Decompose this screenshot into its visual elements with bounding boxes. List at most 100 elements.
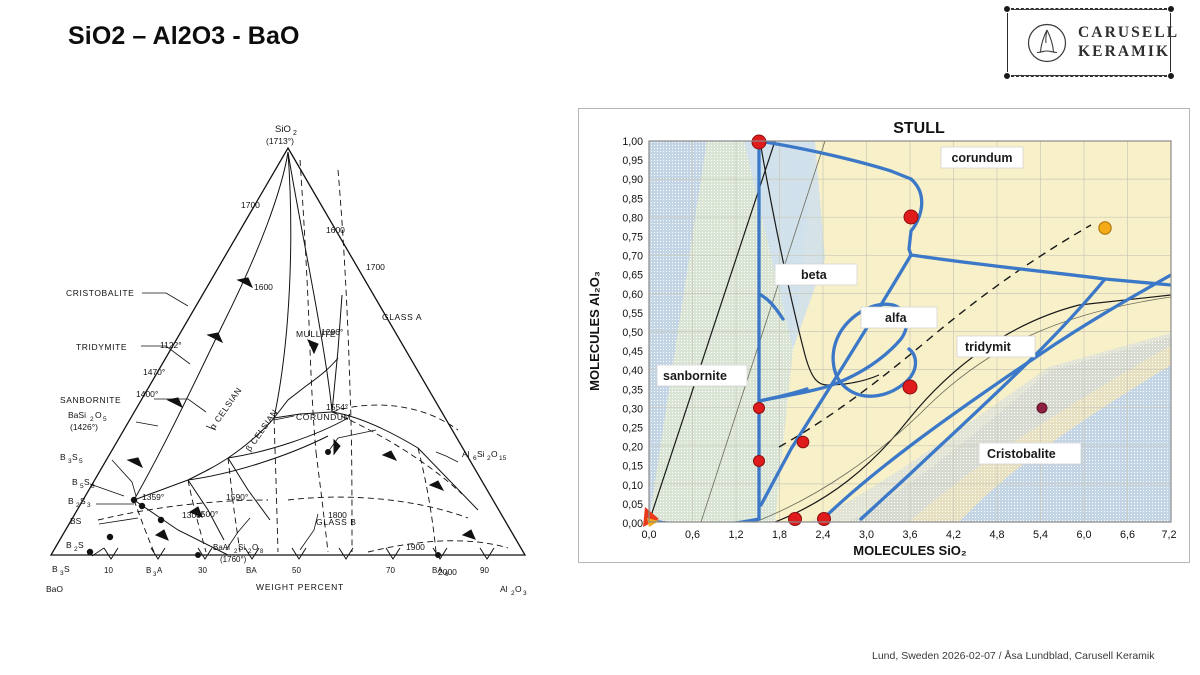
ternary-tick-b3a-a: A xyxy=(157,566,163,575)
ternary-diagram-svg: SiO 2 (1713°) 1700 1600 1700 1600 1296° … xyxy=(46,124,527,597)
region-label-beta-text: beta xyxy=(801,268,828,282)
y-tick-0-00: 0,00 xyxy=(622,518,643,530)
y-tick-0-40: 0,40 xyxy=(622,365,643,377)
ternary-compound-b5s8-a: 5 xyxy=(80,483,84,490)
y-tick-0-35: 0,35 xyxy=(622,384,643,396)
point-p1[interactable] xyxy=(751,134,767,150)
ternary-compound-b5s8: B xyxy=(72,477,78,487)
ternary-field-tridymite: TRIDYMITE xyxy=(76,342,127,352)
y-tick-0-15: 0,15 xyxy=(622,461,643,473)
point-p10[interactable] xyxy=(817,512,831,526)
ternary-corner-al2o3: Al xyxy=(500,584,508,594)
kiln-flame-circle-icon xyxy=(1027,23,1067,62)
ternary-temp-1600b: 1600 xyxy=(254,282,273,292)
point-p11-origin-marker[interactable] xyxy=(643,507,659,527)
region-label-alfa: alfa xyxy=(860,306,938,329)
ternary-compound-b2s3: B xyxy=(68,496,74,506)
point-p6[interactable] xyxy=(753,402,765,414)
ternary-compound-al6si2o13-e: 15 xyxy=(499,455,507,462)
ternary-compound-b3s5: B xyxy=(60,452,66,462)
ternary-compound-b2s: B xyxy=(66,540,72,550)
region-label-sanbornite-text: sanbornite xyxy=(663,369,727,383)
ternary-compound-baal2si2o8-d: O xyxy=(252,543,258,552)
ternary-compound-al6si2o13: Al xyxy=(462,449,470,459)
x-tick-5-4: 5,4 xyxy=(1033,529,1048,541)
ternary-field-cristobalite: CRISTOBALITE xyxy=(66,288,134,298)
region-label-tridymit: tridymit xyxy=(956,335,1036,358)
ternary-phase-diagram[interactable]: SiO 2 (1713°) 1700 1600 1700 1600 1296° … xyxy=(38,100,558,600)
ternary-compound-b3s-b: S xyxy=(64,564,70,574)
x-tick-0-6: 0,6 xyxy=(685,529,700,541)
logo-carusell-keramik[interactable]: CARUSELL KERAMIK xyxy=(1003,5,1177,80)
ternary-field-glass-a: GLASS A xyxy=(382,312,422,322)
y-tick-0-60: 0,60 xyxy=(622,289,643,301)
ternary-apex-temp: (1713°) xyxy=(266,136,294,146)
ternary-compound-baal2si2o8-c: 2 xyxy=(248,549,252,555)
region-label-corundum: corundum xyxy=(940,146,1024,169)
ternary-field-corundum: CORUNDUM xyxy=(296,412,351,422)
ternary-compound-b2s3-a: 2 xyxy=(76,502,80,509)
y-tick-0-05: 0,05 xyxy=(622,499,643,511)
ternary-compound-al6si2o13-c: 2 xyxy=(487,455,491,462)
point-p8[interactable] xyxy=(753,455,765,467)
region-label-alfa-text: alfa xyxy=(885,311,908,325)
ternary-corner-al2o3-b: O xyxy=(515,584,522,594)
logo-frame: CARUSELL KERAMIK xyxy=(1007,9,1177,76)
ternary-compound-basi2o5: BaSi xyxy=(68,410,86,420)
point-p7[interactable] xyxy=(796,435,810,449)
slide-footer: Lund, Sweden 2026-02-07 / Åsa Lundblad, … xyxy=(872,650,1155,662)
ternary-temp-1500: 1500° xyxy=(196,509,218,519)
stull-chart[interactable]: corundum beta alfa tridymit sanbornite xyxy=(578,108,1190,563)
y-tick-0-30: 0,30 xyxy=(622,403,643,415)
selection-handle-top-left[interactable] xyxy=(1003,5,1011,13)
y-tick-0-10: 0,10 xyxy=(622,480,643,492)
ternary-tick-50: 50 xyxy=(292,566,301,575)
ternary-compound-bs: BS xyxy=(70,516,82,526)
y-tick-0-55: 0,55 xyxy=(622,308,643,320)
x-tick-6-6: 6,6 xyxy=(1120,529,1135,541)
point-p2[interactable] xyxy=(903,209,919,225)
ternary-temp-1554: 1554° xyxy=(326,402,348,412)
selection-handle-bottom-left[interactable] xyxy=(1003,72,1011,80)
plot-frame xyxy=(648,140,1172,523)
ternary-apex-label: SiO xyxy=(275,124,291,135)
point-p9[interactable] xyxy=(788,512,802,526)
ternary-temp-1700b: 1700 xyxy=(366,262,385,272)
selection-handle-top-right[interactable] xyxy=(1167,5,1175,13)
ternary-corner-bao: BaO xyxy=(46,584,63,594)
y-tick-0-25: 0,25 xyxy=(622,423,643,435)
x-axis-title: MOLECULES SiO₂ xyxy=(853,543,967,558)
y-tick-0-75: 0,75 xyxy=(622,232,643,244)
ternary-compound-basi2o5-o: O xyxy=(95,410,102,420)
ternary-temp-1300: 1300° xyxy=(182,510,204,520)
ternary-compound-b3s5-a: 3 xyxy=(68,458,72,465)
selection-edge-top xyxy=(1011,8,1167,9)
region-label-corundum-text: corundum xyxy=(951,151,1012,165)
ternary-compound-baal2si2o8-e: 8 xyxy=(260,549,264,555)
ternary-compound-b2s-a: 2 xyxy=(74,546,78,553)
ternary-compound-b3s5-c: 5 xyxy=(79,458,83,465)
selection-edge-bottom xyxy=(1011,76,1167,77)
ternary-field-glass-b: GLASS B xyxy=(316,517,357,527)
selection-handle-bottom-right[interactable] xyxy=(1167,72,1175,80)
chart-title: STULL xyxy=(893,120,945,137)
x-tick-0-0: 0,0 xyxy=(641,529,656,541)
point-p3[interactable] xyxy=(1098,221,1112,235)
ternary-compound-al6si2o13-b: Si xyxy=(477,449,485,459)
ternary-temp-1470: 1470° xyxy=(143,367,165,377)
ternary-tick-b3a: B xyxy=(146,566,151,575)
y-tick-1-00: 1,00 xyxy=(622,136,643,148)
x-tick-2-4: 2,4 xyxy=(815,529,830,541)
ternary-apex-sub: 2 xyxy=(293,130,297,137)
y-tick-0-45: 0,45 xyxy=(622,346,643,358)
y-tick-0-95: 0,95 xyxy=(622,155,643,167)
ternary-temp-2000: 2000 xyxy=(438,567,457,577)
point-p4[interactable] xyxy=(902,379,918,395)
ternary-compound-b2s3-b: S xyxy=(80,496,86,506)
logo-line-2: KERAMIK xyxy=(1078,42,1171,60)
point-p5[interactable] xyxy=(1036,402,1048,414)
ternary-compound-al6si2o13-a: 6 xyxy=(473,455,477,462)
logo-line-1: CARUSELL xyxy=(1078,24,1180,42)
ternary-compound-basi2o5-temp: (1426°) xyxy=(70,422,98,432)
